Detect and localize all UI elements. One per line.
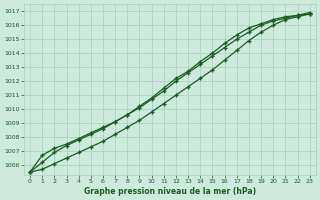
X-axis label: Graphe pression niveau de la mer (hPa): Graphe pression niveau de la mer (hPa) <box>84 187 256 196</box>
